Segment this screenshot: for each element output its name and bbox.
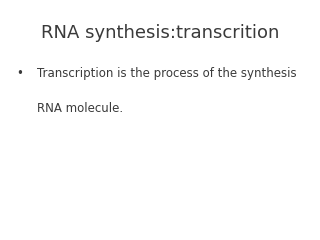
Text: Transcription is the process of the synthesis: Transcription is the process of the synt… [37, 67, 296, 80]
Text: RNA synthesis:transcrition: RNA synthesis:transcrition [41, 24, 279, 42]
Text: •: • [16, 67, 23, 80]
Text: RNA molecule.: RNA molecule. [37, 102, 123, 115]
